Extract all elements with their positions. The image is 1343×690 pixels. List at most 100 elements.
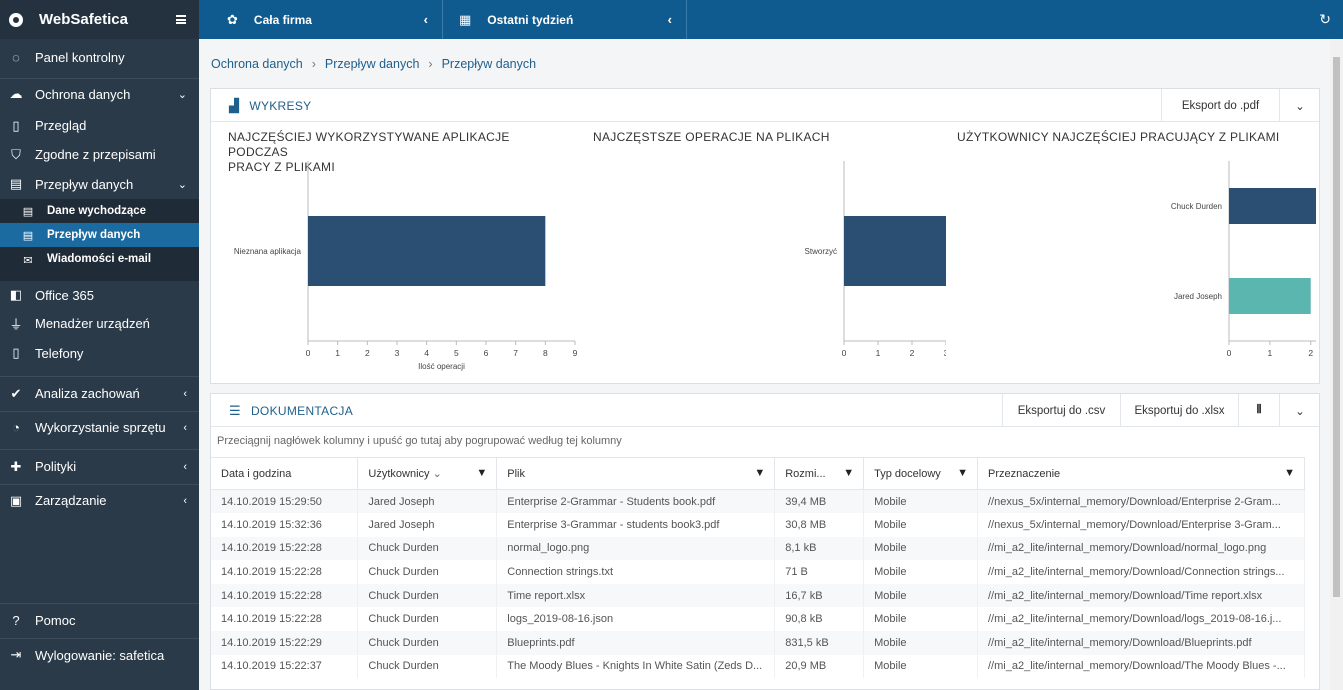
sidebar-item-behavior-analysis[interactable]: ✔ Analiza zachowań ‹: [0, 377, 199, 410]
sidebar-subitem-outgoing[interactable]: ▤ Dane wychodzące: [0, 199, 199, 223]
x-tick-label: 7: [513, 348, 518, 358]
sidebar-item-label: Przepływ danych: [35, 176, 134, 192]
sidebar-item-dashboard[interactable]: ◌ Panel kontrolny: [0, 41, 199, 74]
sidebar-item-hardware-usage[interactable]: ◔ Wykorzystanie sprzętu ‹: [0, 411, 199, 444]
table-cell: Chuck Durden: [357, 560, 498, 584]
x-tick-label: 2: [910, 348, 915, 358]
file-icon: ▤: [22, 229, 34, 242]
sidebar: WebSafetica ◌ Panel kontrolny ☁ Ochrona …: [0, 0, 199, 690]
scope-selector[interactable]: ✿ Cała firma ‹: [199, 0, 443, 39]
table-cell: Chuck Durden: [357, 583, 498, 608]
chevron-left-icon: ‹: [183, 421, 187, 434]
sidebar-item-policies[interactable]: ✚ Polityki ‹: [0, 450, 199, 483]
column-header-users[interactable]: Użytkownicy ⌄ ▼: [357, 457, 498, 490]
x-tick-label: 1: [1267, 348, 1272, 358]
period-label: Ostatni tydzień: [487, 12, 574, 27]
column-header-label: Typ docelowy: [874, 467, 941, 480]
table-row[interactable]: 14.10.2019 15:22:29 Chuck Durden Blueprint…: [211, 631, 1305, 655]
bar-chart-icon: ▟: [229, 98, 240, 113]
help-icon: ?: [12, 613, 20, 628]
collapse-documentation-button[interactable]: ⌄: [1279, 394, 1319, 427]
sidebar-item-device-manager[interactable]: ⏚ Menadżer urządzeń: [0, 309, 199, 338]
table-row[interactable]: 14.10.2019 15:29:50 Jared Joseph Enterpris…: [211, 489, 1305, 514]
breadcrumb-item[interactable]: Przepływ danych: [324, 57, 420, 71]
safetica-logo-icon: [9, 12, 23, 27]
sidebar-item-data-flow[interactable]: ▤ Przepływ danych ⌄: [0, 169, 199, 199]
chevron-left-icon: ‹: [183, 387, 187, 400]
sidebar-item-office365[interactable]: ◧ Office 365: [0, 281, 199, 309]
column-header-target-type[interactable]: Typ docelowy ▼: [863, 457, 978, 490]
page-scrollbar[interactable]: [1330, 39, 1343, 690]
x-tick-label: 6: [484, 348, 489, 358]
export-csv-button[interactable]: Eksportuj do .csv: [1002, 394, 1120, 427]
filter-icon[interactable]: ▼: [957, 467, 968, 479]
column-header-label: Użytkownicy: [368, 468, 430, 480]
column-header-destination[interactable]: Przeznaczenie ▼: [977, 457, 1305, 490]
table-cell: Chuck Durden: [357, 631, 498, 655]
email-icon: ✉: [23, 254, 33, 267]
x-tick-label: 8: [543, 348, 548, 358]
chevron-left-icon: ‹: [183, 460, 187, 473]
table-row[interactable]: 14.10.2019 15:22:28 Chuck Durden Connectio…: [211, 560, 1305, 584]
scrollbar-thumb[interactable]: [1333, 57, 1340, 597]
cloud-icon: ☁: [9, 86, 23, 101]
filter-icon[interactable]: ▼: [1284, 467, 1295, 479]
table-cell: 14.10.2019 15:32:36: [211, 513, 359, 537]
table-row[interactable]: 14.10.2019 15:32:36 Jared Joseph Enterpris…: [211, 513, 1305, 537]
column-header-date[interactable]: Data i godzina: [211, 457, 359, 490]
sidebar-item-label: Analiza zachowań: [35, 386, 140, 401]
filter-icon[interactable]: ▼: [843, 467, 855, 479]
column-chooser-button[interactable]: ⦀: [1238, 394, 1279, 427]
sidebar-item-label: Ochrona danych: [35, 86, 131, 102]
filter-icon[interactable]: ▼: [754, 467, 766, 479]
table-cell: Mobile: [863, 513, 978, 537]
hamburger-menu-icon[interactable]: [176, 15, 186, 24]
table-cell: normal_logo.png: [496, 536, 776, 561]
x-tick-label: 1: [876, 348, 881, 358]
sidebar-item-label: Zgodne z przepisami: [35, 147, 156, 162]
table-cell: Chuck Durden: [357, 536, 498, 561]
sidebar-item-overview[interactable]: ▯ Przegląd: [0, 111, 199, 140]
sidebar-item-management[interactable]: ▣ Zarządzanie ‹: [0, 484, 199, 517]
breadcrumb-item[interactable]: Ochrona danych: [211, 57, 303, 71]
column-header-size[interactable]: Rozmi... ▼: [774, 457, 865, 490]
breadcrumb-item[interactable]: Przepływ danych: [441, 57, 537, 71]
table-row[interactable]: 14.10.2019 15:22:28 Chuck Durden Time repo…: [211, 583, 1305, 608]
sidebar-subitem-data-flow[interactable]: ▤ Przepływ danych: [0, 223, 199, 247]
sidebar-item-logout[interactable]: ⇥ Wylogowanie: safetica: [0, 638, 199, 672]
app-header: WebSafetica: [0, 0, 199, 39]
filter-icon[interactable]: ▼: [476, 467, 488, 479]
table-row[interactable]: 14.10.2019 15:22:28 Chuck Durden logs_2019…: [211, 607, 1305, 632]
x-tick-label: 2: [365, 348, 370, 358]
sidebar-item-help[interactable]: ? Pomoc: [0, 604, 199, 637]
puzzle-icon: ✚: [10, 458, 22, 474]
app-title: WebSafetica: [39, 11, 128, 28]
x-tick-label: 0: [1227, 348, 1232, 358]
period-selector[interactable]: ▦ Ostatni tydzień ‹: [443, 0, 687, 39]
sidebar-item-compliance[interactable]: ⛉ Zgodne z przepisami: [0, 140, 199, 169]
table-row[interactable]: 14.10.2019 15:22:37 Chuck Durden The Moody…: [211, 654, 1305, 679]
chevron-down-icon: ⌄: [177, 178, 187, 191]
export-xlsx-button[interactable]: Eksportuj do .xlsx: [1120, 394, 1238, 427]
chart-title-line: NAJCZĘSTSZE OPERACJE NA PLIKACH: [593, 130, 830, 144]
chart-users: 01234567Ilość operacjiChuck DurdenJared …: [1171, 161, 1316, 358]
collapse-charts-button[interactable]: ⌄: [1279, 89, 1320, 122]
table-cell: Chuck Durden: [357, 607, 498, 632]
documentation-title-text: DOKUMENTACJA: [250, 404, 354, 418]
main-content: Ochrona danych › Przepływ danych › Przep…: [199, 39, 1330, 690]
bar: [844, 216, 946, 286]
table-cell: 39,4 MB: [774, 489, 865, 514]
export-xlsx-label: Eksportuj do .xlsx: [1134, 404, 1225, 417]
refresh-icon[interactable]: ↻: [1319, 11, 1331, 27]
sidebar-subitem-email[interactable]: ✉ Wiadomości e-mail: [0, 247, 199, 281]
table-row[interactable]: 14.10.2019 15:22:28 Chuck Durden normal_lo…: [211, 536, 1305, 561]
charts-panel: ▟ WYKRESY Eksport do .pdf ⌄ NAJCZĘŚCIEJ …: [210, 88, 1320, 384]
scope-label: Cała firma: [253, 12, 312, 27]
sidebar-item-label: Wiadomości e-mail: [47, 253, 152, 265]
sidebar-item-data-protection[interactable]: ☁ Ochrona danych ⌄: [0, 79, 199, 109]
table-cell: Mobile: [863, 654, 978, 679]
column-header-file[interactable]: Plik ▼: [496, 457, 776, 490]
sidebar-item-phones[interactable]: ▯ Telefony: [0, 338, 199, 368]
chevron-left-icon: ‹: [183, 494, 187, 507]
export-pdf-button[interactable]: Eksport do .pdf: [1161, 89, 1279, 122]
